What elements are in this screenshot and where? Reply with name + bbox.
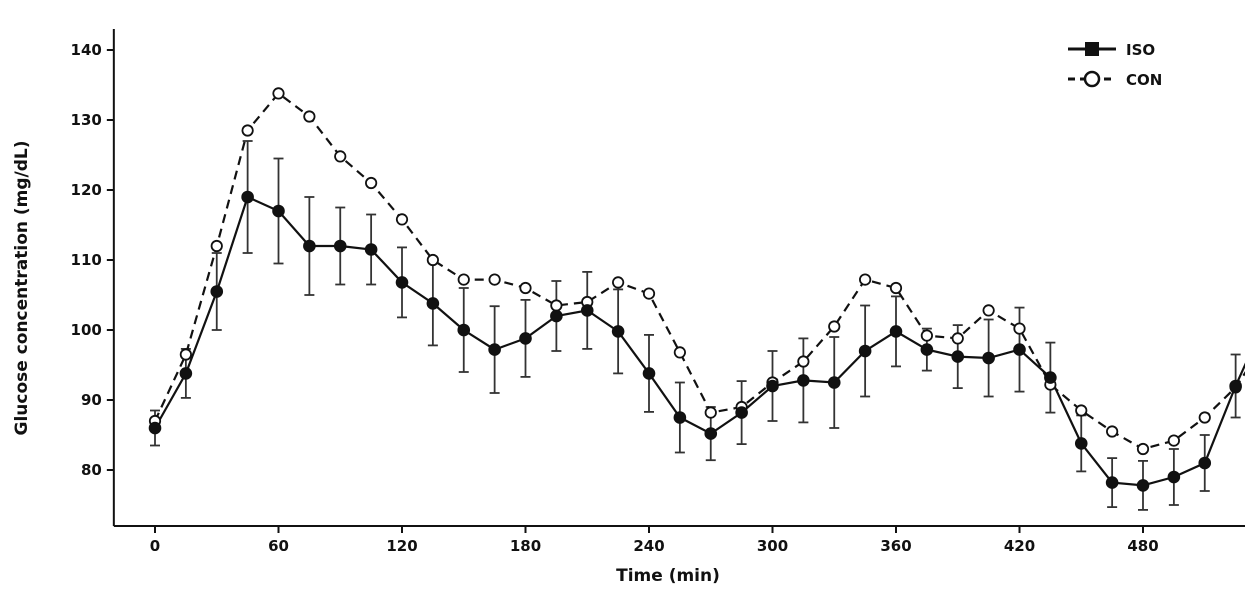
con-data-point (426, 253, 439, 267)
x-tick-label: 300 (757, 537, 788, 555)
con-legend-marker (1083, 70, 1101, 88)
iso-data-point (488, 343, 501, 356)
iso-data-point (766, 379, 779, 393)
con-data-point (1136, 442, 1150, 456)
con-data-point (982, 304, 995, 317)
iso-data-point (303, 239, 316, 253)
iso-data-point (364, 243, 378, 256)
con-data-point (457, 273, 470, 286)
y-tick-label: 110 (71, 251, 102, 269)
y-tick-label: 80 (81, 461, 102, 479)
x-tick-label: 0 (150, 537, 160, 555)
iso-data-point (1074, 437, 1088, 450)
axes (112, 29, 1245, 527)
con-data-point (1075, 404, 1088, 417)
iso-data-point (1105, 476, 1119, 489)
iso-data-point (735, 406, 748, 419)
con-data-point (951, 332, 964, 345)
con-series-line (154, 91, 1245, 451)
iso-data-point (241, 190, 254, 204)
con-data-point (488, 273, 501, 286)
error-bars (150, 140, 1241, 511)
con-data-point (334, 150, 347, 163)
x-tick-label: 360 (880, 537, 911, 555)
con-data-point (828, 320, 841, 333)
iso-data-point (272, 204, 285, 218)
iso-data-point (1136, 479, 1150, 492)
iso-data-point (333, 239, 347, 253)
y-tick-label: 100 (71, 321, 102, 339)
iso-data-point (797, 374, 810, 387)
iso-data-point (951, 350, 965, 363)
con-data-point (179, 348, 192, 361)
x-tick-label: 480 (1127, 537, 1158, 555)
iso-data-point (889, 325, 903, 338)
con-data-point (642, 287, 656, 300)
iso-data-point (858, 344, 872, 358)
con-data-point (1198, 411, 1211, 424)
iso-data-point (426, 297, 440, 310)
y-tick-label: 140 (71, 41, 102, 59)
iso-data-point (827, 376, 841, 389)
iso-data-point (611, 325, 625, 338)
iso-data-point (704, 427, 718, 440)
con-data-point (673, 346, 686, 359)
iso-legend-marker (1085, 42, 1099, 56)
iso-data-point (457, 323, 471, 337)
con-data-point (612, 276, 625, 289)
con-data-point (859, 273, 872, 286)
con-data-point (241, 124, 254, 137)
iso-data-point (673, 411, 687, 424)
con-data-point (365, 176, 378, 190)
x-tick-label: 240 (633, 537, 664, 555)
iso-data-point (519, 332, 532, 345)
iso-data-point (179, 367, 193, 380)
x-tick-label: 180 (510, 537, 541, 555)
iso-data-point (982, 351, 995, 365)
iso-legend-label: ISO (1126, 41, 1155, 59)
con-data-point (920, 329, 933, 342)
x-tick-label: 120 (386, 537, 417, 555)
x-axis-title: Time (min) (616, 566, 720, 586)
iso-data-point (148, 421, 162, 435)
iso-data-point (642, 367, 656, 380)
legend: ISO CON (1068, 41, 1162, 89)
iso-data-point (1013, 343, 1026, 356)
con-legend-label: CON (1126, 71, 1162, 89)
iso-data-point (1229, 379, 1242, 393)
series-markers (148, 87, 1242, 492)
con-data-point (1167, 434, 1180, 447)
con-data-point (797, 355, 810, 368)
con-data-point (210, 239, 223, 253)
con-data-point (1106, 425, 1119, 438)
con-data-point (550, 299, 563, 312)
ticks: 0601201802403003604204805406008090100110… (71, 41, 1159, 555)
x-tick-label: 420 (1004, 537, 1035, 555)
iso-data-point (1167, 470, 1181, 484)
con-data-point (272, 87, 285, 100)
y-tick-label: 130 (71, 111, 102, 129)
con-data-point (889, 281, 903, 295)
y-tick-label: 120 (71, 181, 102, 199)
iso-data-point (580, 304, 594, 317)
iso-data-point (1044, 371, 1057, 384)
con-data-point (519, 281, 532, 295)
iso-data-point (210, 285, 224, 298)
y-axis-title: Glucose concentration (mg/dL) (12, 140, 32, 435)
con-data-point (303, 110, 316, 123)
iso-data-point (550, 309, 563, 323)
con-data-point (395, 213, 409, 226)
iso-data-point (395, 276, 409, 289)
x-tick-label: 60 (268, 537, 289, 555)
con-data-point (1013, 322, 1026, 335)
con-data-point (704, 406, 717, 419)
iso-data-point (920, 343, 934, 356)
iso-data-point (1198, 456, 1212, 470)
y-tick-label: 90 (81, 391, 102, 409)
